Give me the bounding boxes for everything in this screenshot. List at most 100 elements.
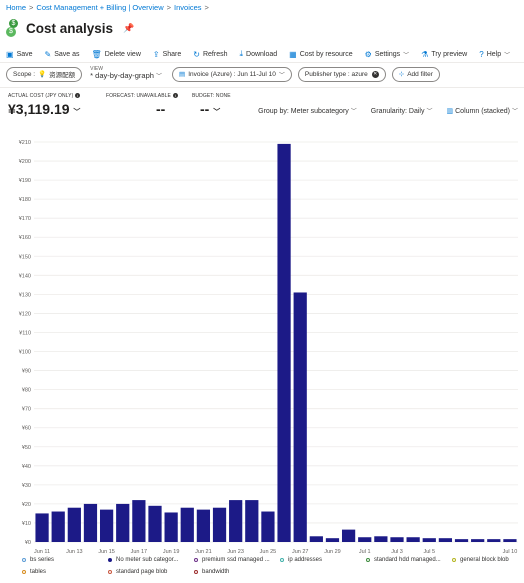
bar-jul-3 — [390, 537, 404, 542]
settings-button[interactable]: ⚙ Settings ﹀ — [365, 48, 409, 60]
legend-item[interactable]: bandwidth — [194, 569, 229, 575]
x-tick-label: Jun 23 — [227, 549, 244, 555]
bar-jun-28 — [309, 536, 323, 542]
bar-jul-4 — [406, 537, 420, 542]
remove-filter-icon[interactable]: ✕ — [371, 70, 379, 78]
legend-item[interactable]: bs series — [22, 557, 54, 563]
view-label: VIEW — [90, 65, 103, 72]
toolbar-label: Download — [246, 50, 278, 58]
bar-jun-26 — [277, 143, 291, 542]
download-button[interactable]: ⤓ Download — [239, 48, 277, 60]
breadcrumb-invoices[interactable]: Invoices — [174, 3, 202, 12]
granularity-dropdown[interactable]: Granularity: Daily ﹀ — [371, 106, 433, 115]
flask-icon: ⚗ — [421, 49, 429, 59]
x-tick-label: Jun 17 — [131, 549, 148, 555]
filter-bar: Scope : 💡 资源配额 VIEW * day-by-day-graph ﹀… — [6, 66, 446, 82]
save-as-button[interactable]: ✎ Save as — [45, 48, 80, 60]
legend-item[interactable]: standard hdd managed... — [366, 557, 441, 563]
legend-item[interactable]: standard page blob — [108, 569, 167, 575]
toolbar-label: Settings — [374, 50, 401, 58]
bar-jun-15 — [99, 509, 114, 542]
chevron-right-icon: > — [204, 3, 209, 12]
scope-pill[interactable]: Scope : 💡 资源配额 — [6, 66, 83, 82]
pin-icon[interactable]: 📌 — [123, 22, 135, 33]
legend-label: tables — [30, 569, 47, 575]
bar-jun-13 — [67, 507, 81, 542]
share-icon: ⇪ — [152, 49, 160, 59]
legend-item[interactable]: ip addresses — [280, 557, 322, 563]
y-tick-label: ¥210 — [19, 140, 31, 146]
y-tick-label: ¥10 — [22, 521, 31, 527]
chart-controls: Group by: Meter subcategory ﹀ Granularity… — [244, 106, 518, 115]
table-icon: ▦ — [289, 49, 297, 59]
forecast-kpi: FORECAST: UNAVAILABLE i -- — [106, 93, 178, 117]
legend-marker-icon — [280, 558, 284, 562]
chevron-down-icon: ﹀ — [278, 72, 285, 79]
cost-by-resource-button[interactable]: ▦ Cost by resource — [289, 48, 352, 60]
x-tick-label: Jun 15 — [98, 549, 115, 555]
y-tick-label: ¥130 — [19, 292, 31, 298]
chevron-down-icon: ﹀ — [426, 109, 433, 115]
delete-view-button[interactable]: 🗑 Delete view — [92, 48, 141, 60]
legend-marker-icon — [194, 558, 198, 562]
info-icon[interactable]: i — [173, 93, 178, 98]
help-button[interactable]: ? Help ﹀ — [479, 48, 510, 60]
legend-marker-icon — [108, 558, 112, 562]
toolbar-label: Help — [486, 50, 502, 58]
download-icon: ⤓ — [239, 49, 244, 58]
x-tick-label: Jun 21 — [195, 549, 212, 555]
bar-jun-11 — [35, 513, 49, 542]
legend-label: ip addresses — [288, 557, 323, 563]
invoice-filter-pill[interactable]: ▤ Invoice (Azure) : Jun 11-Jul 10 ﹀ — [172, 66, 292, 82]
toolbar-label: Delete view — [104, 50, 141, 58]
x-tick-label: Jun 19 — [163, 549, 180, 555]
info-icon[interactable]: i — [75, 93, 81, 98]
actual-cost-value: ¥3,119.19 — [8, 101, 70, 117]
refresh-icon: ↻ — [193, 49, 200, 59]
chart-type-dropdown[interactable]: ▥ Column (stacked) ﹀ — [447, 106, 519, 115]
bar-jun-24 — [245, 500, 259, 542]
bar-jun-20 — [180, 507, 194, 542]
y-tick-label: ¥0 — [25, 540, 31, 546]
view-selector[interactable]: VIEW * day-by-day-graph ﹀ — [90, 65, 162, 81]
share-button[interactable]: ⇪ Share — [153, 48, 181, 60]
cost-management-logo-icon: $ $ — [6, 19, 20, 37]
publisher-filter-pill[interactable]: Publisher type : azure ✕ — [297, 66, 386, 82]
legend-item[interactable]: No meter sub categor... — [108, 557, 178, 563]
legend-item[interactable]: general block blob — [452, 557, 509, 563]
bar-jun-21 — [196, 509, 211, 542]
chevron-down-icon[interactable]: ﹀ — [213, 109, 221, 116]
breadcrumb-home[interactable]: Home — [6, 3, 27, 12]
y-tick-label: ¥60 — [22, 426, 31, 432]
legend-item[interactable]: tables — [22, 569, 46, 575]
refresh-button[interactable]: ↻ Refresh — [193, 48, 227, 60]
save-icon: ▣ — [6, 49, 14, 59]
legend-label: standard hdd managed... — [374, 557, 441, 563]
breadcrumb-billing[interactable]: Cost Management + Billing | Overview — [36, 3, 164, 12]
y-tick-label: ¥140 — [19, 273, 31, 279]
scope-label: Scope : — [13, 70, 36, 78]
cost-chart: ¥0 ¥10 ¥20 ¥30 ¥40 ¥50 ¥60 ¥70 ¥80 ¥90 ¥100 ¥110 ¥12… — [19, 140, 518, 555]
help-icon: ? — [479, 49, 484, 59]
group-by-dropdown[interactable]: Group by: Meter subcategory ﹀ — [258, 106, 357, 115]
try-preview-button[interactable]: ⚗ Try preview — [421, 48, 467, 60]
chevron-down-icon: ﹀ — [403, 52, 410, 59]
save-button[interactable]: ▣ Save — [6, 48, 33, 60]
y-tick-label: ¥40 — [22, 464, 31, 470]
legend-item[interactable]: premium ssd managed ... — [194, 557, 270, 563]
add-filter-icon: ⊹ — [398, 71, 405, 78]
chevron-down-icon[interactable]: ﹀ — [73, 109, 81, 116]
add-filter-button[interactable]: ⊹ Add filter — [391, 66, 440, 82]
actual-cost-label: ACTUAL COST (JPY ONLY) — [8, 93, 74, 99]
actual-cost-kpi: ACTUAL COST (JPY ONLY) i ¥3,119.19 ﹀ — [8, 93, 80, 117]
gear-icon: ⚙ — [364, 49, 372, 59]
x-tick-label: Jun 11 — [34, 549, 50, 555]
x-tick-label: Jun 25 — [260, 549, 277, 555]
budget-label: BUDGET: NONE — [192, 93, 231, 99]
bar-jun-23 — [229, 500, 243, 542]
view-value: * day-by-day-graph — [90, 71, 154, 81]
legend-marker-icon — [194, 570, 198, 574]
bar-jul-6 — [438, 538, 453, 542]
chart-type-label: Column (stacked) — [455, 108, 510, 115]
x-tick-label: Jul 10 — [503, 549, 518, 555]
